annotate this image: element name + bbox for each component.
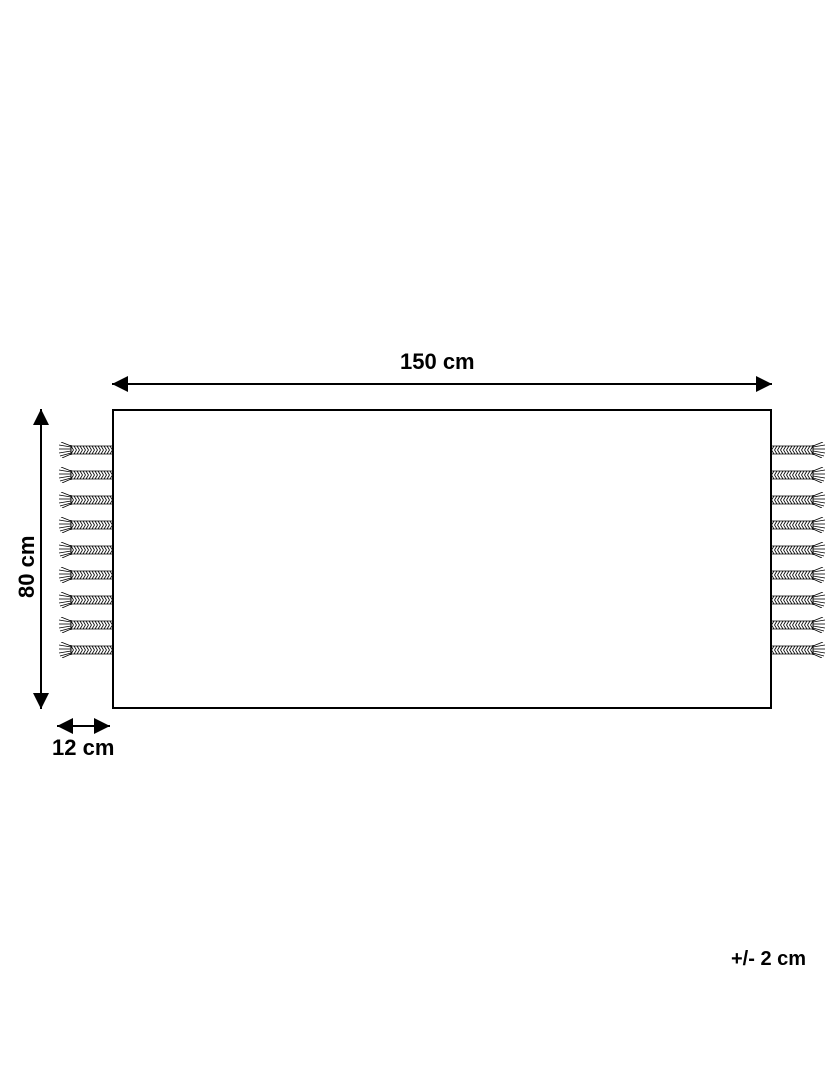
- tassel: [772, 492, 825, 513]
- tassel: [59, 467, 112, 488]
- tassel-dimension-arrow: [57, 725, 110, 727]
- tassel: [772, 642, 825, 663]
- tassel: [59, 517, 112, 538]
- width-dimension-arrow: [112, 383, 772, 385]
- rug-body: [112, 409, 772, 709]
- tassel: [59, 567, 112, 588]
- tassel-dimension-label: 12 cm: [52, 735, 114, 761]
- tassel: [772, 617, 825, 638]
- tassel: [772, 517, 825, 538]
- height-dimension-label: 80 cm: [14, 528, 40, 598]
- width-dimension-label: 150 cm: [400, 349, 475, 375]
- tassel: [59, 642, 112, 663]
- tassel: [772, 442, 825, 463]
- tassel: [59, 492, 112, 513]
- tassel: [772, 567, 825, 588]
- tassel: [59, 542, 112, 563]
- tassel: [59, 442, 112, 463]
- tassel: [772, 542, 825, 563]
- height-dimension-arrow: [40, 409, 42, 709]
- tassel: [772, 592, 825, 613]
- tolerance-label: +/- 2 cm: [731, 948, 806, 971]
- rug-dimension-diagram: 150 cm 80 cm 12 cm +/- 2 cm: [0, 0, 830, 1080]
- tassel: [59, 592, 112, 613]
- tassel: [59, 617, 112, 638]
- tassel: [772, 467, 825, 488]
